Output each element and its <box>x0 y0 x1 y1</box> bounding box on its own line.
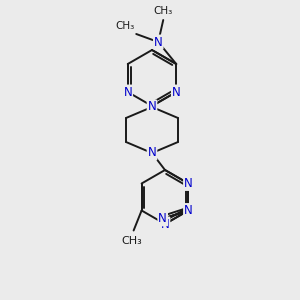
Text: N: N <box>158 212 167 225</box>
Text: N: N <box>123 85 132 98</box>
Text: N: N <box>160 218 169 230</box>
Text: N: N <box>184 204 193 217</box>
Text: N: N <box>154 35 163 49</box>
Text: CH₃: CH₃ <box>115 21 134 31</box>
Text: N: N <box>148 100 156 113</box>
Text: N: N <box>184 177 193 190</box>
Text: N: N <box>172 85 181 98</box>
Text: N: N <box>148 146 156 160</box>
Text: CH₃: CH₃ <box>154 6 173 16</box>
Text: CH₃: CH₃ <box>121 236 142 247</box>
